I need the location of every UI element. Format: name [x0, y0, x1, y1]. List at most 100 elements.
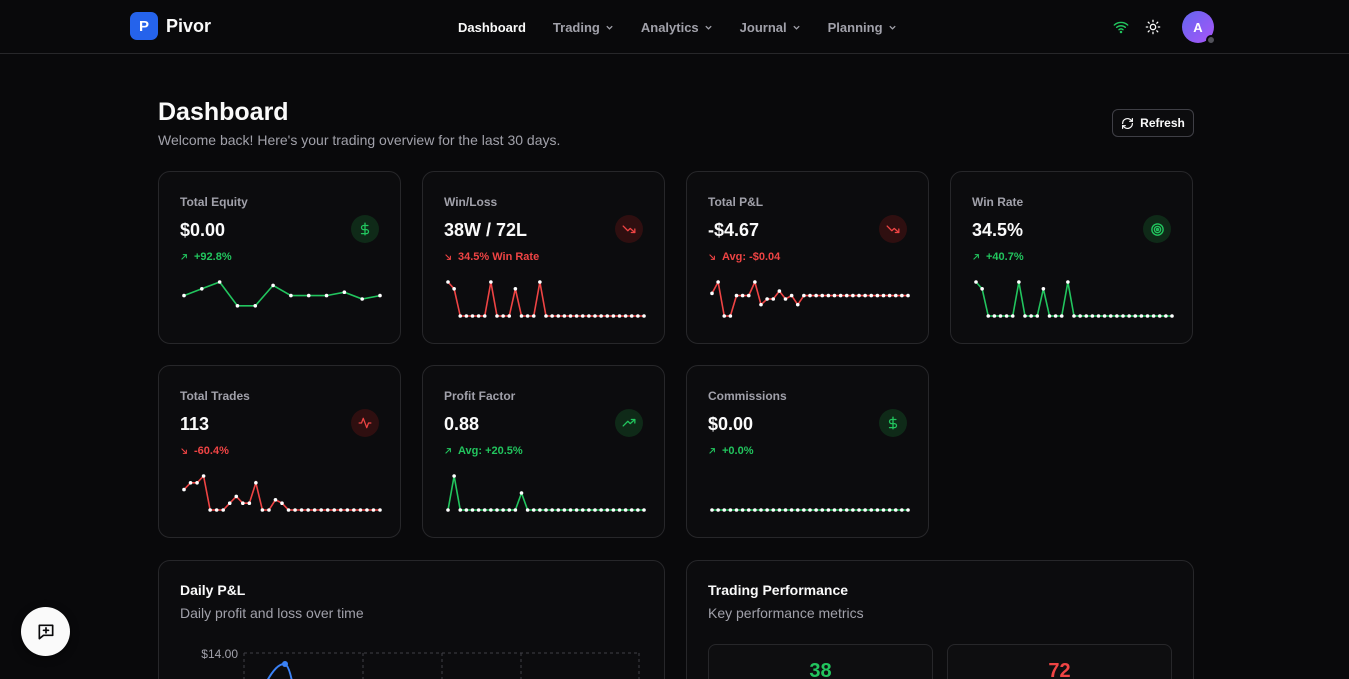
sparkline-point	[1041, 287, 1046, 291]
sparkline-point	[808, 293, 812, 298]
sparkline-point	[482, 508, 487, 512]
sparkline-point	[254, 481, 258, 485]
sparkline-point	[352, 508, 356, 512]
sparkline-point	[900, 508, 904, 512]
sparkline-point	[1164, 314, 1168, 318]
brand-logo[interactable]: P Pivor	[130, 12, 211, 40]
sparkline-point	[851, 508, 855, 512]
stat-label: Total Equity	[180, 195, 248, 209]
sparkline-point	[1047, 314, 1052, 318]
arrow-down-right-icon	[445, 254, 451, 260]
stat-value: 34.5%	[972, 220, 1024, 240]
sparkline-point	[280, 501, 284, 505]
pnl-point[interactable]	[282, 661, 288, 667]
sparkline-point	[324, 293, 329, 298]
target-icon	[1143, 215, 1171, 243]
sparkline-point	[1170, 314, 1174, 318]
stat-change: Avg: -$0.04	[708, 251, 780, 263]
stat-card-profit-factor: Profit Factor 0.88 Avg: +20.5%	[422, 365, 665, 538]
sparkline-point	[900, 293, 904, 298]
sparkline-point	[312, 508, 317, 512]
sparkline-point	[826, 293, 831, 298]
app-name: Pivor	[166, 15, 212, 36]
sparkline-point	[1084, 314, 1089, 318]
sparkline-point	[562, 508, 567, 512]
sparkline-point	[241, 501, 245, 505]
sparkline-point	[789, 508, 794, 512]
trending-up-icon	[615, 409, 643, 437]
sparkline-point	[1115, 314, 1119, 318]
sparkline-point	[728, 314, 733, 318]
sparkline-point	[740, 508, 745, 512]
logo-mark-icon: P	[130, 12, 158, 40]
sparkline-point	[1133, 314, 1138, 318]
refresh-button[interactable]: Refresh	[1112, 109, 1194, 137]
nav-journal[interactable]: Journal	[740, 20, 801, 35]
stat-change: +92.8%	[180, 251, 232, 263]
sparkline-point	[587, 314, 591, 318]
sparkline-point	[869, 293, 874, 298]
nav-analytics-label: Analytics	[640, 19, 699, 35]
stat-label: Commissions	[708, 389, 787, 403]
stat-value: 113	[180, 414, 210, 434]
sparkline-point	[495, 508, 499, 512]
sparkline-point	[783, 297, 788, 301]
chevron-down-icon	[606, 25, 613, 30]
chevron-down-icon	[792, 25, 800, 30]
refresh-label: Refresh	[1140, 116, 1185, 130]
sparkline-point	[1145, 314, 1150, 318]
sparkline-point	[1053, 314, 1058, 318]
sparkline-point	[838, 293, 843, 298]
stat-change: Avg: +20.5%	[444, 445, 523, 457]
arrow-down-right-icon	[709, 254, 715, 260]
sparkline-point	[759, 508, 763, 512]
sparkline-point	[1139, 314, 1144, 318]
sparkline-point	[593, 508, 597, 512]
sparkline-point	[234, 494, 239, 499]
sparkline-point	[587, 508, 591, 512]
user-avatar[interactable]: A	[1182, 11, 1216, 45]
sparkline-point	[531, 508, 536, 512]
header-actions: A	[1112, 11, 1216, 45]
sparkline-chart	[182, 474, 382, 512]
feedback-fab[interactable]	[21, 607, 70, 656]
stat-change-text: +40.7%	[986, 251, 1024, 263]
nav-planning-label: Planning	[827, 19, 883, 35]
nav-dashboard[interactable]: Dashboard	[458, 20, 526, 35]
stat-value: 38W / 72L	[444, 220, 528, 240]
dollar-icon	[879, 409, 907, 437]
sparkline-point	[217, 280, 222, 284]
wifi-icon[interactable]	[1112, 18, 1130, 36]
sparkline-point	[271, 283, 275, 288]
nav-trading[interactable]: Trading	[553, 20, 614, 35]
sparkline-point	[777, 508, 782, 512]
sparkline-point	[826, 508, 831, 512]
stat-label: Total Trades	[180, 389, 250, 403]
sparkline-point	[260, 508, 265, 512]
performance-title: Trading Performance	[708, 582, 849, 598]
sparkline-point	[765, 508, 769, 512]
sparkline-point	[617, 508, 622, 512]
sparkline-point	[802, 508, 806, 512]
sparkline-point	[802, 293, 806, 298]
sparkline-point	[893, 293, 898, 298]
nav-analytics[interactable]: Analytics	[641, 20, 713, 35]
sparkline-point	[464, 508, 469, 512]
sparkline-point	[319, 508, 323, 512]
sparkline-point	[235, 304, 240, 308]
sun-icon[interactable]	[1144, 18, 1162, 36]
sparkline-point	[611, 314, 616, 318]
sparkline-point	[489, 280, 493, 284]
sparkline-point	[893, 508, 898, 512]
sparkline-point	[345, 508, 350, 512]
nav-planning[interactable]: Planning	[828, 20, 897, 35]
sparkline-point	[851, 293, 855, 298]
sparkline-point	[574, 508, 579, 512]
sparkline-point	[299, 508, 304, 512]
activity-icon	[351, 409, 379, 437]
sparkline-point	[605, 508, 610, 512]
sparkline-point	[611, 508, 616, 512]
sparkline-point	[992, 314, 997, 318]
sparkline-point	[881, 508, 886, 512]
sparkline-point	[636, 314, 640, 318]
